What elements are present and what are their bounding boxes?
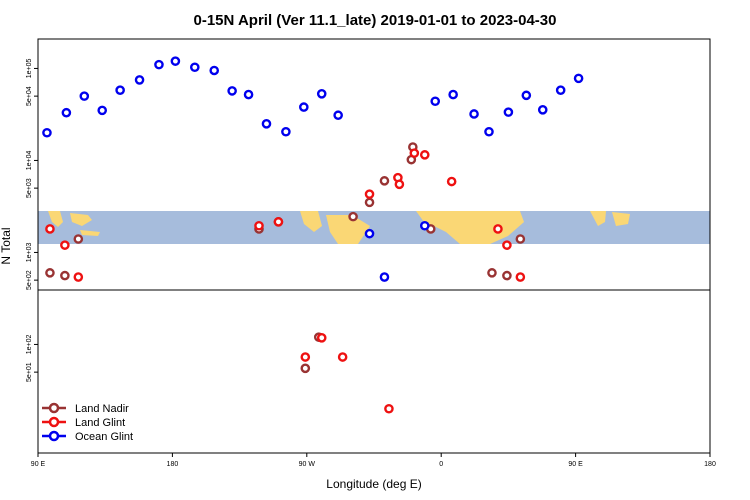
point-land-nadir xyxy=(487,268,497,278)
map-land-south-america xyxy=(326,215,370,244)
y-tick-label: 5e+02 xyxy=(26,270,33,290)
point-ocean-glint xyxy=(333,110,343,121)
legend: Land Nadir Land Glint Ocean Glint xyxy=(42,402,133,443)
legend-marker-ocean-glint xyxy=(48,430,60,442)
point-land-nadir xyxy=(300,363,311,374)
point-ocean-glint xyxy=(484,126,494,137)
point-land-glint xyxy=(419,150,430,160)
point-land-glint xyxy=(73,272,84,282)
point-ocean-glint xyxy=(555,85,566,96)
y-tick-label: 5e+03 xyxy=(26,178,33,198)
map-land-india-indochina xyxy=(590,211,630,226)
point-land-glint xyxy=(337,352,348,362)
point-ocean-glint xyxy=(261,119,272,129)
point-land-glint xyxy=(446,176,457,187)
y-tick-label: 5e+04 xyxy=(26,86,33,106)
point-ocean-glint xyxy=(281,126,291,137)
point-ocean-glint xyxy=(227,86,237,96)
point-land-glint xyxy=(502,240,512,250)
point-land-glint xyxy=(409,148,420,158)
point-land-glint xyxy=(384,403,394,414)
x-axis-label: Longitude (deg E) xyxy=(326,477,421,491)
x-tick-label: 180 xyxy=(704,461,716,468)
legend-marker-land-glint xyxy=(48,416,60,428)
legend-label-land-glint: Land Glint xyxy=(75,417,125,429)
point-ocean-glint xyxy=(469,109,479,119)
point-ocean-glint xyxy=(419,220,430,231)
y-tick-label: 1e+03 xyxy=(26,243,33,263)
point-ocean-glint xyxy=(448,89,458,100)
point-land-nadir xyxy=(348,211,358,222)
point-land-glint xyxy=(45,224,55,234)
point-ocean-glint xyxy=(79,91,90,101)
point-land-nadir xyxy=(515,234,526,244)
point-land-glint xyxy=(300,352,311,362)
plot-border xyxy=(37,38,711,454)
point-ocean-glint xyxy=(115,85,125,96)
x-tick-label: 0 xyxy=(439,461,443,468)
point-land-nadir xyxy=(502,270,512,281)
point-land-glint xyxy=(316,333,327,343)
point-land-glint xyxy=(60,240,70,250)
point-ocean-glint xyxy=(154,59,164,70)
legend-label-land-nadir: Land Nadir xyxy=(75,403,129,415)
point-land-glint xyxy=(364,189,375,199)
data-points xyxy=(42,56,584,414)
point-ocean-glint xyxy=(189,62,200,73)
chart-title: 0-15N April (Ver 11.1_late) 2019-01-01 t… xyxy=(194,12,557,29)
point-land-glint xyxy=(254,220,264,231)
x-axis: 90 E 180 90 W 0 90 E 180 xyxy=(31,453,716,468)
point-ocean-glint xyxy=(316,89,327,99)
point-land-glint xyxy=(515,272,526,282)
legend-marker-land-nadir xyxy=(48,402,60,414)
point-land-nadir xyxy=(364,197,375,208)
x-tick-label: 180 xyxy=(167,461,179,468)
point-ocean-glint xyxy=(379,272,390,282)
point-ocean-glint xyxy=(537,105,548,115)
point-ocean-glint xyxy=(521,90,532,101)
point-land-glint xyxy=(273,217,284,227)
point-ocean-glint xyxy=(209,65,220,76)
point-ocean-glint xyxy=(364,228,375,239)
point-ocean-glint xyxy=(573,73,584,84)
point-land-nadir xyxy=(379,176,390,186)
map-land-indonesia xyxy=(70,213,100,236)
y-tick-label: 1e+04 xyxy=(26,151,33,171)
map-band xyxy=(38,211,710,244)
y-tick-label: 5e+01 xyxy=(26,362,33,382)
point-ocean-glint xyxy=(170,56,181,66)
point-ocean-glint xyxy=(503,107,514,117)
map-ocean xyxy=(38,211,710,244)
y-axis: 5e+01 1e+02 5e+02 1e+03 5e+03 1e+04 5e+04 1e+05 xyxy=(26,59,38,382)
map-land-southeast-asia xyxy=(48,211,63,227)
x-tick-label: 90 E xyxy=(31,461,46,468)
point-land-glint xyxy=(394,179,405,190)
point-ocean-glint xyxy=(299,102,309,112)
map-land-africa xyxy=(416,211,524,244)
point-ocean-glint xyxy=(134,75,145,85)
x-tick-label: 90 E xyxy=(568,461,583,468)
y-axis-label: N Total xyxy=(0,227,13,264)
point-ocean-glint xyxy=(61,107,72,118)
point-land-nadir xyxy=(60,270,70,281)
map-land-central-america xyxy=(300,211,322,232)
point-ocean-glint xyxy=(430,96,441,107)
point-land-glint xyxy=(493,224,503,234)
point-ocean-glint xyxy=(42,127,52,138)
point-ocean-glint xyxy=(243,89,254,100)
legend-label-ocean-glint: Ocean Glint xyxy=(75,431,133,443)
plot-frame xyxy=(37,38,711,454)
x-tick-label: 90 W xyxy=(299,461,316,468)
y-tick-label: 1e+05 xyxy=(26,59,33,79)
point-land-nadir xyxy=(73,234,84,244)
y-tick-label: 1e+02 xyxy=(26,335,33,355)
point-ocean-glint xyxy=(97,105,108,116)
point-land-nadir xyxy=(45,268,55,278)
